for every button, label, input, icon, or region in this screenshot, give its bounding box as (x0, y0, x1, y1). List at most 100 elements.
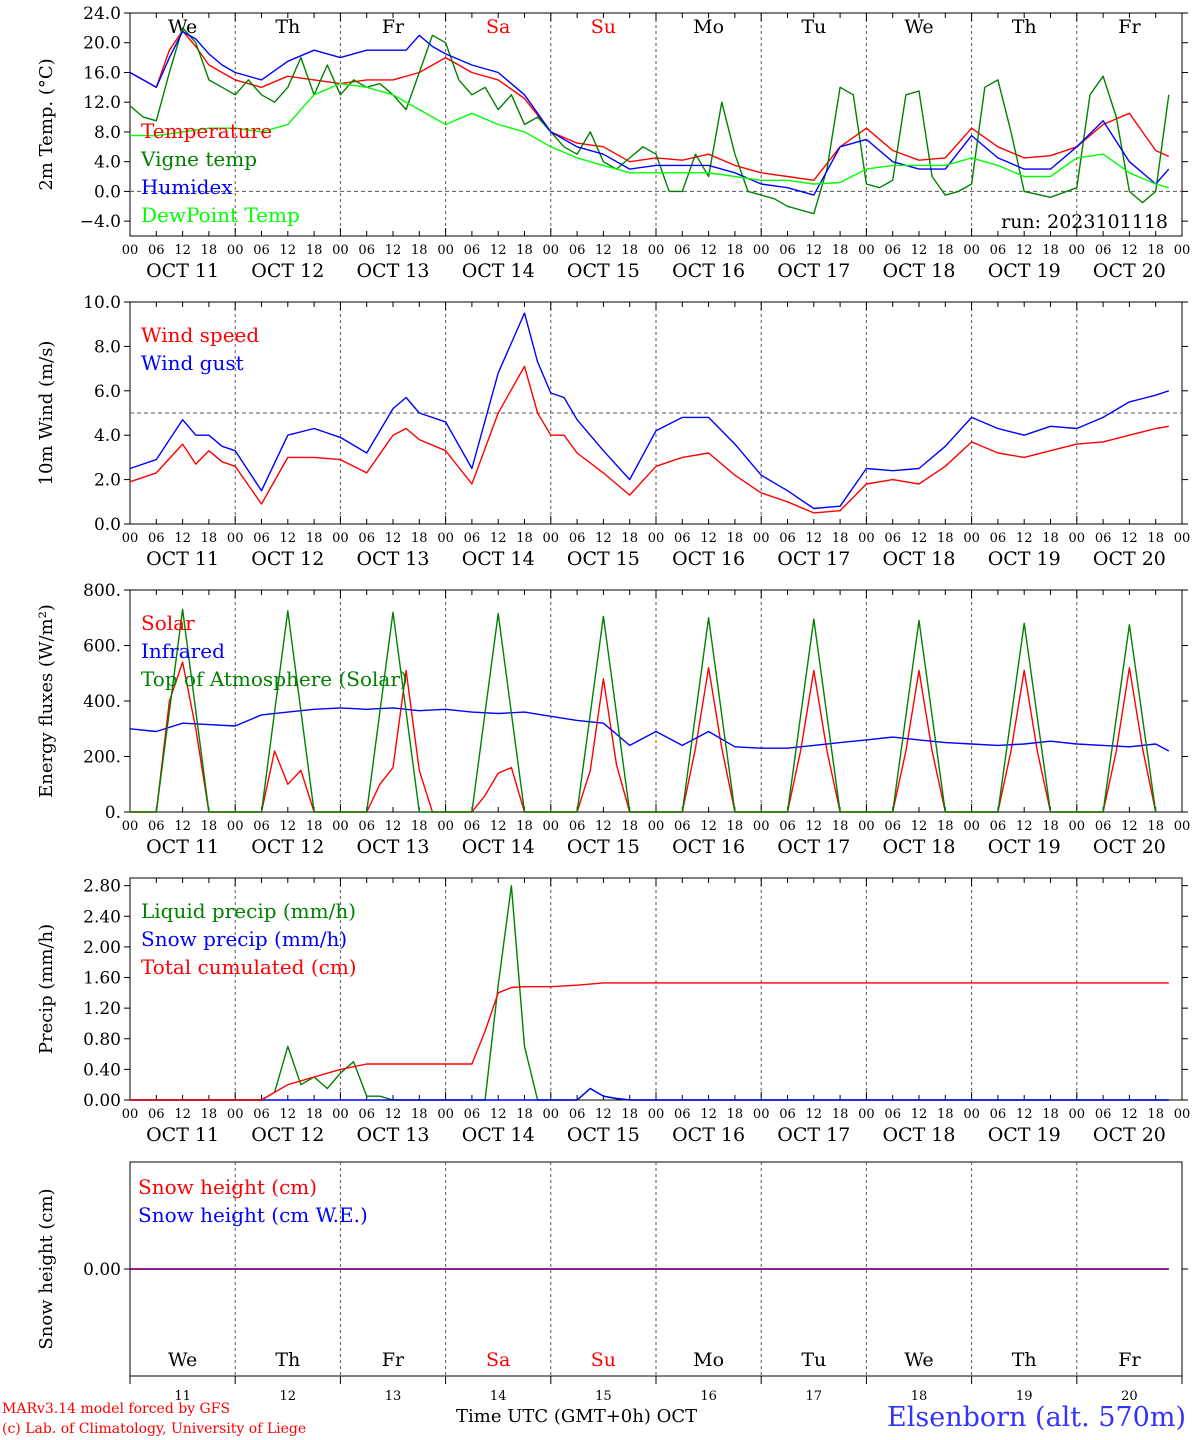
x-hour-label: 12 (911, 531, 928, 546)
run-label: run: 2023101118 (1001, 211, 1168, 233)
weekday-label: Tu (801, 1349, 826, 1371)
x-date-label: OCT 17 (777, 836, 850, 858)
x-hour-label: 00 (963, 1107, 980, 1122)
x-hour-label: 18 (832, 1107, 849, 1122)
x-date-label: OCT 15 (567, 836, 640, 858)
x-hour-label: 00 (858, 819, 875, 834)
legend-entry: Top of Atmosphere (Solar) (141, 667, 408, 691)
y-tick-label: 20.0 (83, 34, 121, 54)
x-hour-label: 00 (963, 819, 980, 834)
legend-entry: Snow precip (mm/h) (141, 927, 347, 951)
x-hour-label: 06 (990, 819, 1007, 834)
x-hour-label: 12 (490, 531, 507, 546)
x-hour-label: 18 (411, 819, 428, 834)
x-hour-label: 00 (543, 819, 560, 834)
legend-entry: Liquid precip (mm/h) (141, 899, 356, 923)
series-line-infrared (129, 707, 1170, 752)
x-hour-label: 12 (700, 1107, 717, 1122)
x-hour-label: 00 (858, 531, 875, 546)
x-hour-label: 00 (648, 819, 665, 834)
x-hour-label: 18 (411, 1107, 428, 1122)
x-hour-label: 12 (490, 819, 507, 834)
x-hour-label: 12 (385, 819, 402, 834)
x-hour-label: 12 (806, 531, 823, 546)
x-hour-label: 18 (621, 243, 638, 258)
y-tick-label: 4.0 (94, 153, 121, 173)
x-hour-label: 00 (1069, 819, 1086, 834)
weekday-label: We (904, 1349, 933, 1371)
x-date-label: OCT 11 (146, 260, 219, 282)
x-day-number: 19 (1016, 1389, 1033, 1404)
x-hour-label: 00 (543, 1107, 560, 1122)
x-hour-label: 00 (543, 531, 560, 546)
x-hour-label: 00 (1174, 1107, 1191, 1122)
legend-entry: Snow height (cm) (138, 1175, 317, 1199)
legend-entry: Snow height (cm W.E.) (138, 1203, 368, 1227)
x-hour-label: 18 (937, 819, 954, 834)
x-hour-label: 00 (1174, 531, 1191, 546)
weekday-label: Th (275, 16, 300, 38)
x-hour-label: 12 (385, 531, 402, 546)
x-hour-label: 12 (1121, 243, 1138, 258)
weekday-label: Su (591, 1349, 616, 1371)
x-hour-label: 00 (122, 819, 139, 834)
y-tick-label: 4.0 (94, 426, 121, 446)
weekday-label: Fr (382, 1349, 405, 1371)
x-hour-label: 06 (990, 1107, 1007, 1122)
x-date-label: OCT 18 (882, 548, 955, 570)
y-tick-label: 400. (83, 692, 121, 712)
x-hour-label: 18 (201, 243, 218, 258)
x-hour-label: 18 (306, 819, 323, 834)
x-hour-label: 06 (253, 1107, 270, 1122)
x-date-label: OCT 19 (988, 1124, 1061, 1146)
x-hour-label: 18 (411, 243, 428, 258)
x-hour-label: 06 (1095, 243, 1112, 258)
y-tick-label: 6.0 (94, 382, 121, 402)
panel-energy: 800. 600. 400. 200. 0. Energy fluxes (W/m²) 00… (36, 581, 1190, 858)
weekday-label: Th (1012, 1349, 1037, 1371)
y-axis-label: 2m Temp. (°C) (36, 58, 57, 190)
y-tick-label: 8.0 (94, 337, 121, 357)
legend-entry: Total cumulated (cm) (141, 955, 357, 979)
series-line-top-of-atmosphere-solar- (130, 608, 1157, 813)
x-hour-label: 18 (516, 531, 533, 546)
x-hour-label: 12 (911, 243, 928, 258)
x-hour-label: 00 (963, 531, 980, 546)
x-hour-label: 06 (253, 243, 270, 258)
y-tick-label: 200. (83, 748, 121, 768)
x-date-label: OCT 14 (462, 1124, 535, 1146)
x-date-label: OCT 16 (672, 836, 745, 858)
x-hour-label: 06 (1095, 1107, 1112, 1122)
y-axis-label: Energy fluxes (W/m²) (36, 604, 57, 798)
x-hour-label: 06 (884, 243, 901, 258)
y-tick-label: 10.0 (83, 293, 121, 313)
x-date-label: OCT 15 (567, 1124, 640, 1146)
x-hour-label: 12 (1016, 819, 1033, 834)
x-hour-label: 18 (306, 531, 323, 546)
legend-entry: Solar (141, 611, 195, 635)
x-hour-label: 18 (727, 243, 744, 258)
x-date-label: OCT 17 (777, 260, 850, 282)
x-day-number: 18 (911, 1389, 928, 1404)
y-tick-label: 16.0 (83, 63, 121, 83)
x-hour-label: 12 (385, 243, 402, 258)
x-hour-label: 00 (753, 243, 770, 258)
x-date-label: OCT 20 (1093, 836, 1166, 858)
x-hour-label: 00 (543, 243, 560, 258)
x-hour-label: 06 (779, 243, 796, 258)
series-line-dewpoint-temp (130, 82, 1169, 189)
series-line-humidex (129, 30, 1170, 196)
x-hour-label: 06 (253, 531, 270, 546)
x-date-label: OCT 13 (356, 548, 429, 570)
x-hour-label: 00 (227, 531, 244, 546)
x-hour-label: 00 (1069, 243, 1086, 258)
x-hour-label: 18 (516, 243, 533, 258)
y-tick-label: 2.40 (83, 907, 121, 927)
weekday-label: Fr (382, 16, 405, 38)
x-date-label: OCT 18 (882, 1124, 955, 1146)
x-hour-label: 06 (569, 243, 586, 258)
x-hour-label: 12 (595, 819, 612, 834)
y-tick-label: 2.80 (83, 877, 121, 897)
x-hour-label: 12 (595, 531, 612, 546)
